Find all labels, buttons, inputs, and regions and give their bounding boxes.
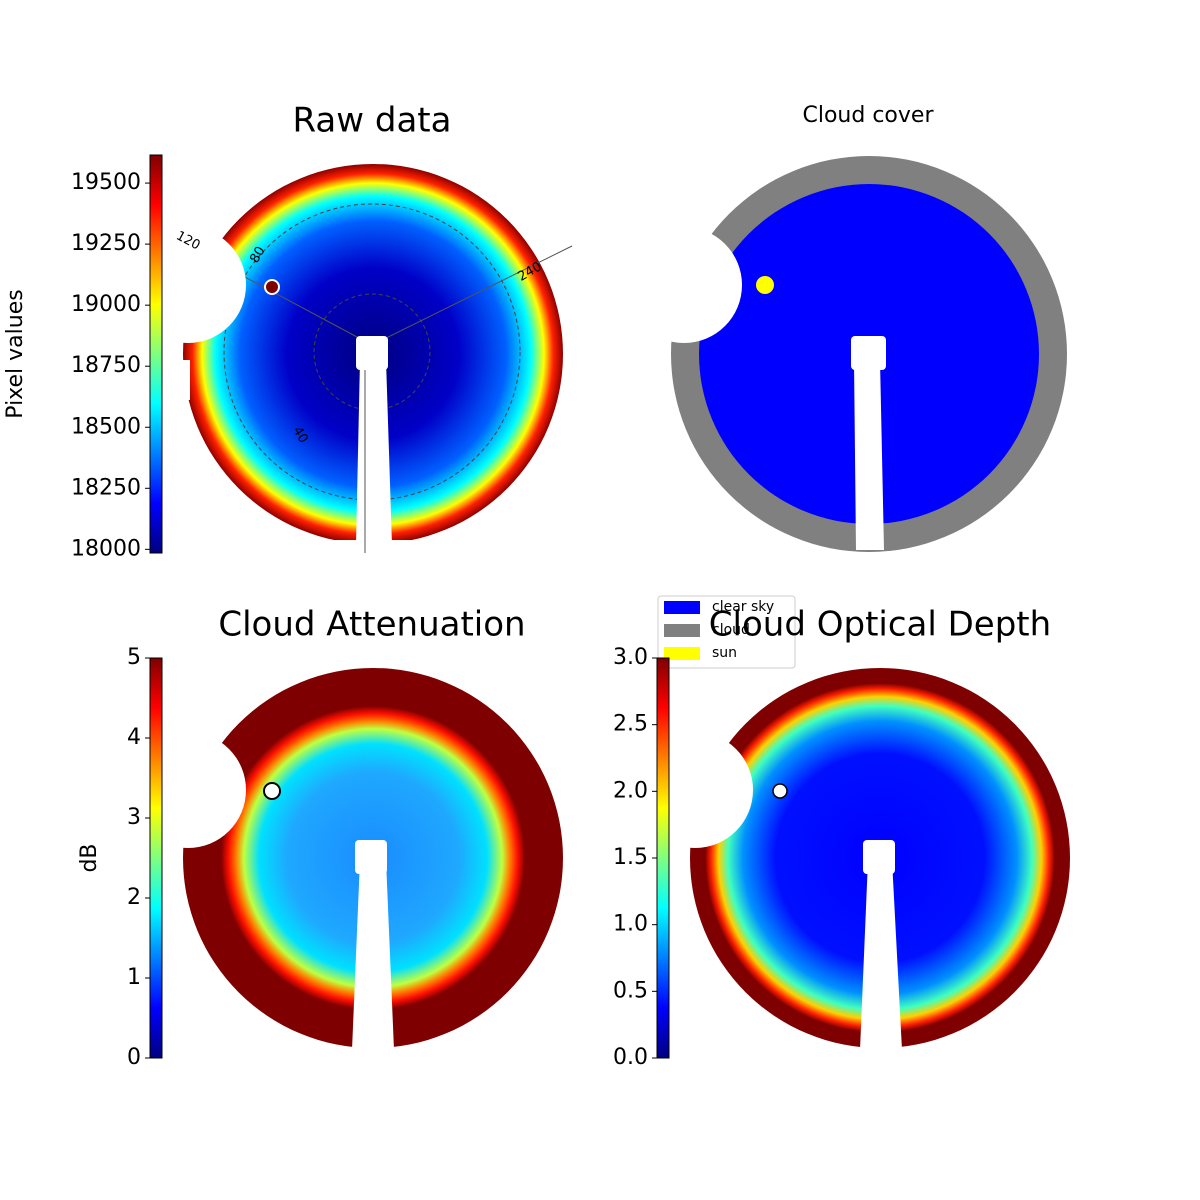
colorbar-tick-label: 3 (127, 805, 141, 830)
colorbar-tick-label: 4 (127, 725, 141, 750)
colorbar-tick-label: 0.5 (613, 978, 648, 1003)
legend-swatch (664, 647, 700, 660)
polar-label: 80 (247, 244, 268, 266)
colorbar (149, 154, 163, 554)
colorbar (149, 657, 163, 1059)
legend-swatch (664, 624, 700, 637)
colorbar-tick-label: 1.0 (613, 912, 648, 937)
polar-label: 40 (289, 424, 310, 446)
legend-label: clear sky (712, 599, 774, 615)
colorbar-tick-label: 1.5 (613, 845, 648, 870)
colorbar-tick-label: 19500 (71, 170, 141, 195)
panel-title: Cloud Optical Depth (709, 605, 1051, 645)
colorbar-tick-label: 2.0 (613, 778, 648, 803)
panel-title: Raw data (293, 101, 452, 141)
colorbar-tick-label: 19250 (71, 231, 141, 256)
colorbar-tick-label: 18750 (71, 353, 141, 378)
colorbar-tick-label: 18500 (71, 414, 141, 439)
colorbar-tick-label: 19000 (71, 292, 141, 317)
colorbar-tick-label: 0.0 (613, 1045, 648, 1070)
legend-label: cloud (712, 622, 750, 638)
colorbar-label: Pixel values (3, 289, 28, 418)
legend-swatch (664, 601, 700, 614)
colorbar (656, 657, 670, 1059)
panel-title: Cloud Attenuation (218, 605, 525, 645)
colorbar-label: dB (77, 843, 102, 872)
colorbar-tick-label: 3.0 (613, 645, 648, 670)
legend-label: sun (712, 645, 737, 661)
colorbar-tick-label: 5 (127, 645, 141, 670)
colorbar-tick-label: 18000 (71, 536, 141, 561)
colorbar-tick-label: 2 (127, 885, 141, 910)
panel-title: Cloud cover (803, 103, 935, 128)
colorbar-tick-label: 1 (127, 965, 141, 990)
colorbar-tick-label: 18250 (71, 475, 141, 500)
colorbar-tick-label: 2.5 (613, 712, 648, 737)
colorbar-tick-label: 0 (127, 1045, 141, 1070)
